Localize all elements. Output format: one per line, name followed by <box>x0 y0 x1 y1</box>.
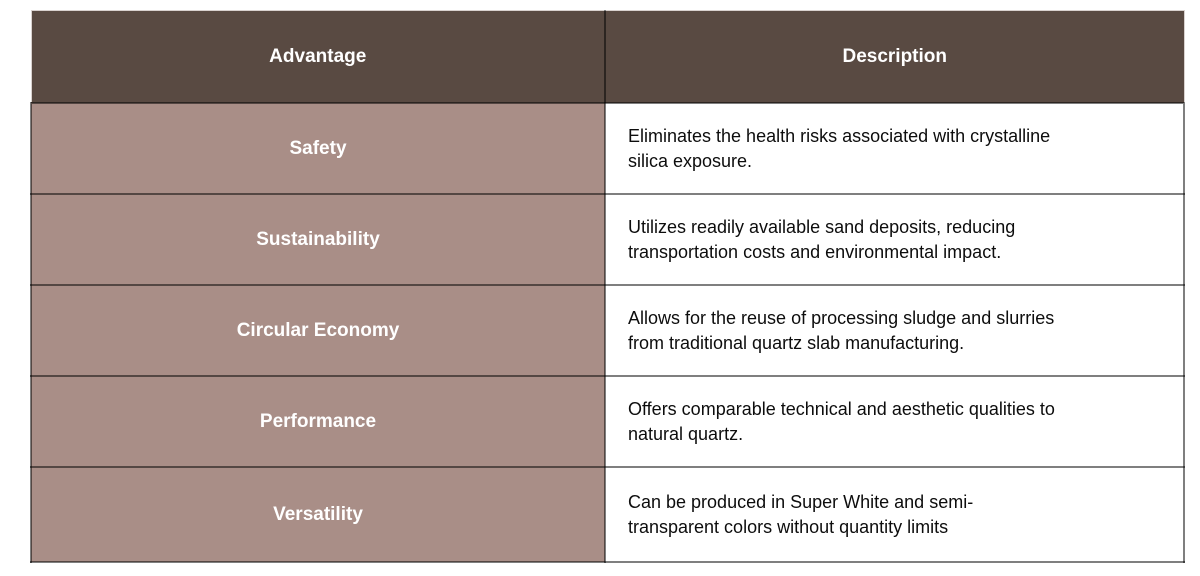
description-cell: Allows for the reuse of processing sludg… <box>604 284 1185 377</box>
advantage-cell: Sustainability <box>30 193 606 286</box>
table-row: Sustainability Utilizes readily availabl… <box>30 193 1185 286</box>
advantages-table: Advantage Description Safety Eliminates … <box>30 10 1185 563</box>
advantage-cell: Safety <box>30 102 606 195</box>
table-row: Performance Offers comparable technical … <box>30 375 1185 468</box>
advantage-cell: Circular Economy <box>30 284 606 377</box>
description-cell: Can be produced in Super White and semi-… <box>604 466 1185 563</box>
column-header-advantage: Advantage <box>30 10 606 104</box>
table-row: Safety Eliminates the health risks assoc… <box>30 102 1185 195</box>
table-row: Versatility Can be produced in Super Whi… <box>30 466 1185 563</box>
advantage-cell: Versatility <box>30 466 606 563</box>
table-row: Circular Economy Allows for the reuse of… <box>30 284 1185 377</box>
column-header-description: Description <box>604 10 1185 104</box>
advantage-cell: Performance <box>30 375 606 468</box>
description-cell: Utilizes readily available sand deposits… <box>604 193 1185 286</box>
description-cell: Eliminates the health risks associated w… <box>604 102 1185 195</box>
header-row: Advantage Description <box>30 10 1185 104</box>
description-cell: Offers comparable technical and aestheti… <box>604 375 1185 468</box>
